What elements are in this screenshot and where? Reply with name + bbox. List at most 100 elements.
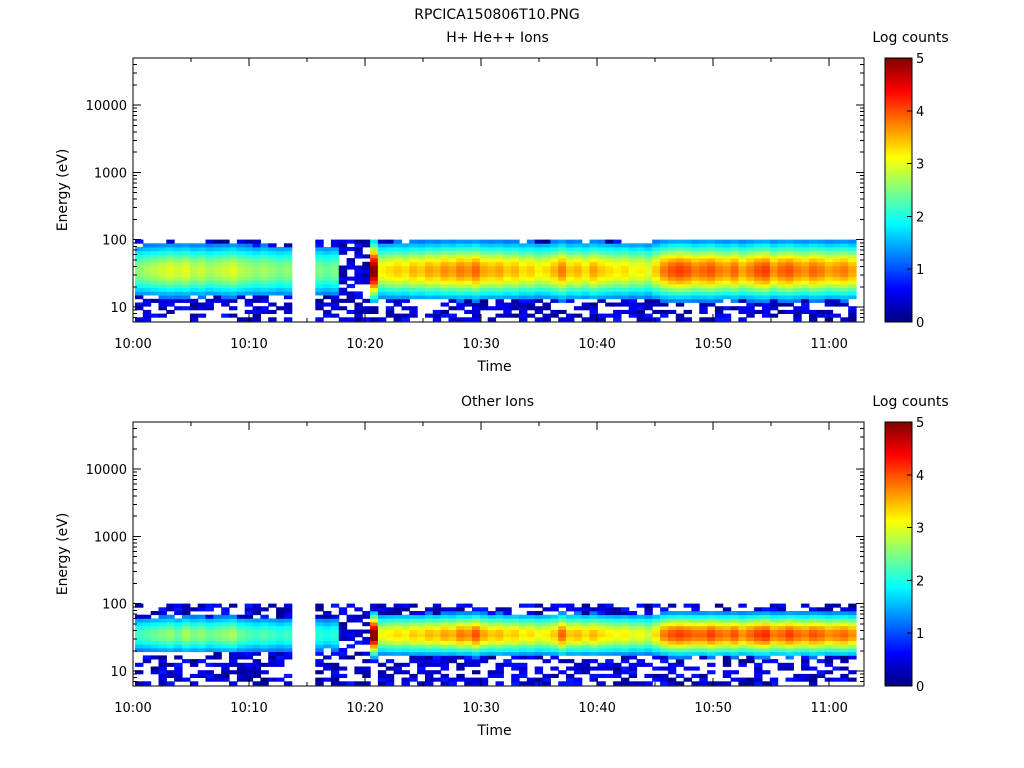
spectrogram-cell xyxy=(558,295,567,300)
spectrogram-cell xyxy=(260,280,269,285)
spectrogram-cell xyxy=(566,629,575,634)
spectrogram-cell xyxy=(409,272,418,277)
spectrogram-cell xyxy=(487,306,497,311)
spectrogram-cell xyxy=(526,633,536,638)
spectrogram-cell xyxy=(135,670,144,675)
spectrogram-cell xyxy=(762,651,771,656)
spectrogram-cell xyxy=(840,625,849,630)
spectrogram-cell xyxy=(581,648,591,653)
spectrogram-cell xyxy=(722,673,732,678)
spectrogram-cell xyxy=(793,633,802,638)
spectrogram-cell xyxy=(526,651,536,656)
spectrogram-cell xyxy=(236,250,246,255)
spectrogram-cell xyxy=(730,644,739,649)
spectrogram-cell xyxy=(448,655,457,660)
spectrogram-cell xyxy=(385,306,395,311)
spectrogram-cell xyxy=(526,247,536,252)
spectrogram-cell xyxy=(824,625,834,630)
spectrogram-cell xyxy=(503,662,512,667)
spectrogram-cell xyxy=(252,247,261,252)
spectrogram-cell xyxy=(832,648,841,653)
spectrogram-cell xyxy=(526,298,536,303)
spectrogram-cell xyxy=(401,295,410,300)
spectrogram-cell xyxy=(809,265,818,270)
spectrogram-cell xyxy=(722,258,732,263)
spectrogram-cell xyxy=(370,622,379,627)
spectrogram-cell xyxy=(722,247,732,252)
spectrogram-cell xyxy=(675,651,685,656)
spectrogram-cell xyxy=(174,633,183,638)
spectrogram-cell xyxy=(589,302,598,307)
spectrogram-cell xyxy=(848,644,857,649)
spectrogram-cell xyxy=(260,287,269,292)
spectrogram-cell xyxy=(691,280,700,285)
spectrogram-cell xyxy=(189,614,199,619)
spectrogram-cell xyxy=(385,261,395,266)
spectrogram-cell xyxy=(213,662,222,667)
spectrogram-cell xyxy=(283,614,293,619)
spectrogram-cell xyxy=(644,306,653,311)
spectrogram-cell xyxy=(221,611,230,616)
spectrogram-cell xyxy=(738,681,747,686)
spectrogram-cell xyxy=(785,614,794,619)
spectrogram-cell xyxy=(832,243,841,248)
spectrogram-cell xyxy=(330,239,340,244)
spectrogram-cell xyxy=(425,313,434,318)
spectrogram-cell xyxy=(166,309,175,314)
spectrogram-cell xyxy=(605,247,614,252)
spectrogram-cell xyxy=(816,261,826,266)
spectrogram-cell xyxy=(620,272,630,277)
colorbar-tick-label: 1 xyxy=(916,627,924,642)
spectrogram-cell xyxy=(801,276,810,281)
spectrogram-cell xyxy=(236,644,246,649)
spectrogram-cell xyxy=(793,269,802,274)
spectrogram-cell xyxy=(534,250,544,255)
spectrogram-cell xyxy=(714,681,724,686)
spectrogram-cell xyxy=(809,666,818,671)
spectrogram-cell xyxy=(377,272,387,277)
spectrogram-cell xyxy=(801,625,810,630)
spectrogram-cell xyxy=(793,239,802,244)
spectrogram-cell xyxy=(597,261,606,266)
spectrogram-cell xyxy=(495,254,504,259)
spectrogram-cell xyxy=(652,261,661,266)
spectrogram-cell xyxy=(472,239,481,244)
spectrogram-cell xyxy=(354,633,363,638)
spectrogram-cell xyxy=(675,291,685,296)
spectrogram-cell xyxy=(135,603,144,608)
spectrogram-cell xyxy=(777,644,786,649)
spectrogram-cell xyxy=(714,295,724,300)
spectrogram-cell xyxy=(370,258,379,263)
spectrogram-cell xyxy=(268,243,277,248)
colorbar-label: Log counts xyxy=(872,394,948,410)
spectrogram-cell xyxy=(268,659,277,664)
spectrogram-cell xyxy=(370,276,379,281)
spectrogram-cell xyxy=(566,317,575,322)
spectrogram-cell xyxy=(409,655,418,660)
spectrogram-cell xyxy=(667,276,677,281)
spectrogram-cell xyxy=(393,662,402,667)
spectrogram-cell xyxy=(730,295,739,300)
spectrogram-cell xyxy=(722,243,732,248)
spectrogram-cell xyxy=(605,295,614,300)
spectrogram-cell xyxy=(636,265,645,270)
spectrogram-cell xyxy=(620,636,630,641)
spectrogram-cell xyxy=(714,625,724,630)
spectrogram-cell xyxy=(558,625,567,630)
spectrogram-cell xyxy=(699,254,708,259)
spectrogram-cell xyxy=(456,239,465,244)
spectrogram-cell xyxy=(558,250,567,255)
spectrogram-cell xyxy=(260,670,269,675)
spectrogram-cell xyxy=(738,298,747,303)
spectrogram-cell xyxy=(511,302,520,307)
spectrogram-cell xyxy=(487,247,497,252)
spectrogram-cell xyxy=(769,659,779,664)
spectrogram-cell xyxy=(252,291,261,296)
spectrogram-cell xyxy=(581,287,591,292)
spectrogram-cell xyxy=(699,636,708,641)
spectrogram-cell xyxy=(660,633,669,638)
spectrogram-cell xyxy=(456,607,465,612)
spectrogram-cell xyxy=(628,306,638,311)
spectrogram-cell xyxy=(135,681,144,686)
spectrogram-cell xyxy=(377,640,387,645)
